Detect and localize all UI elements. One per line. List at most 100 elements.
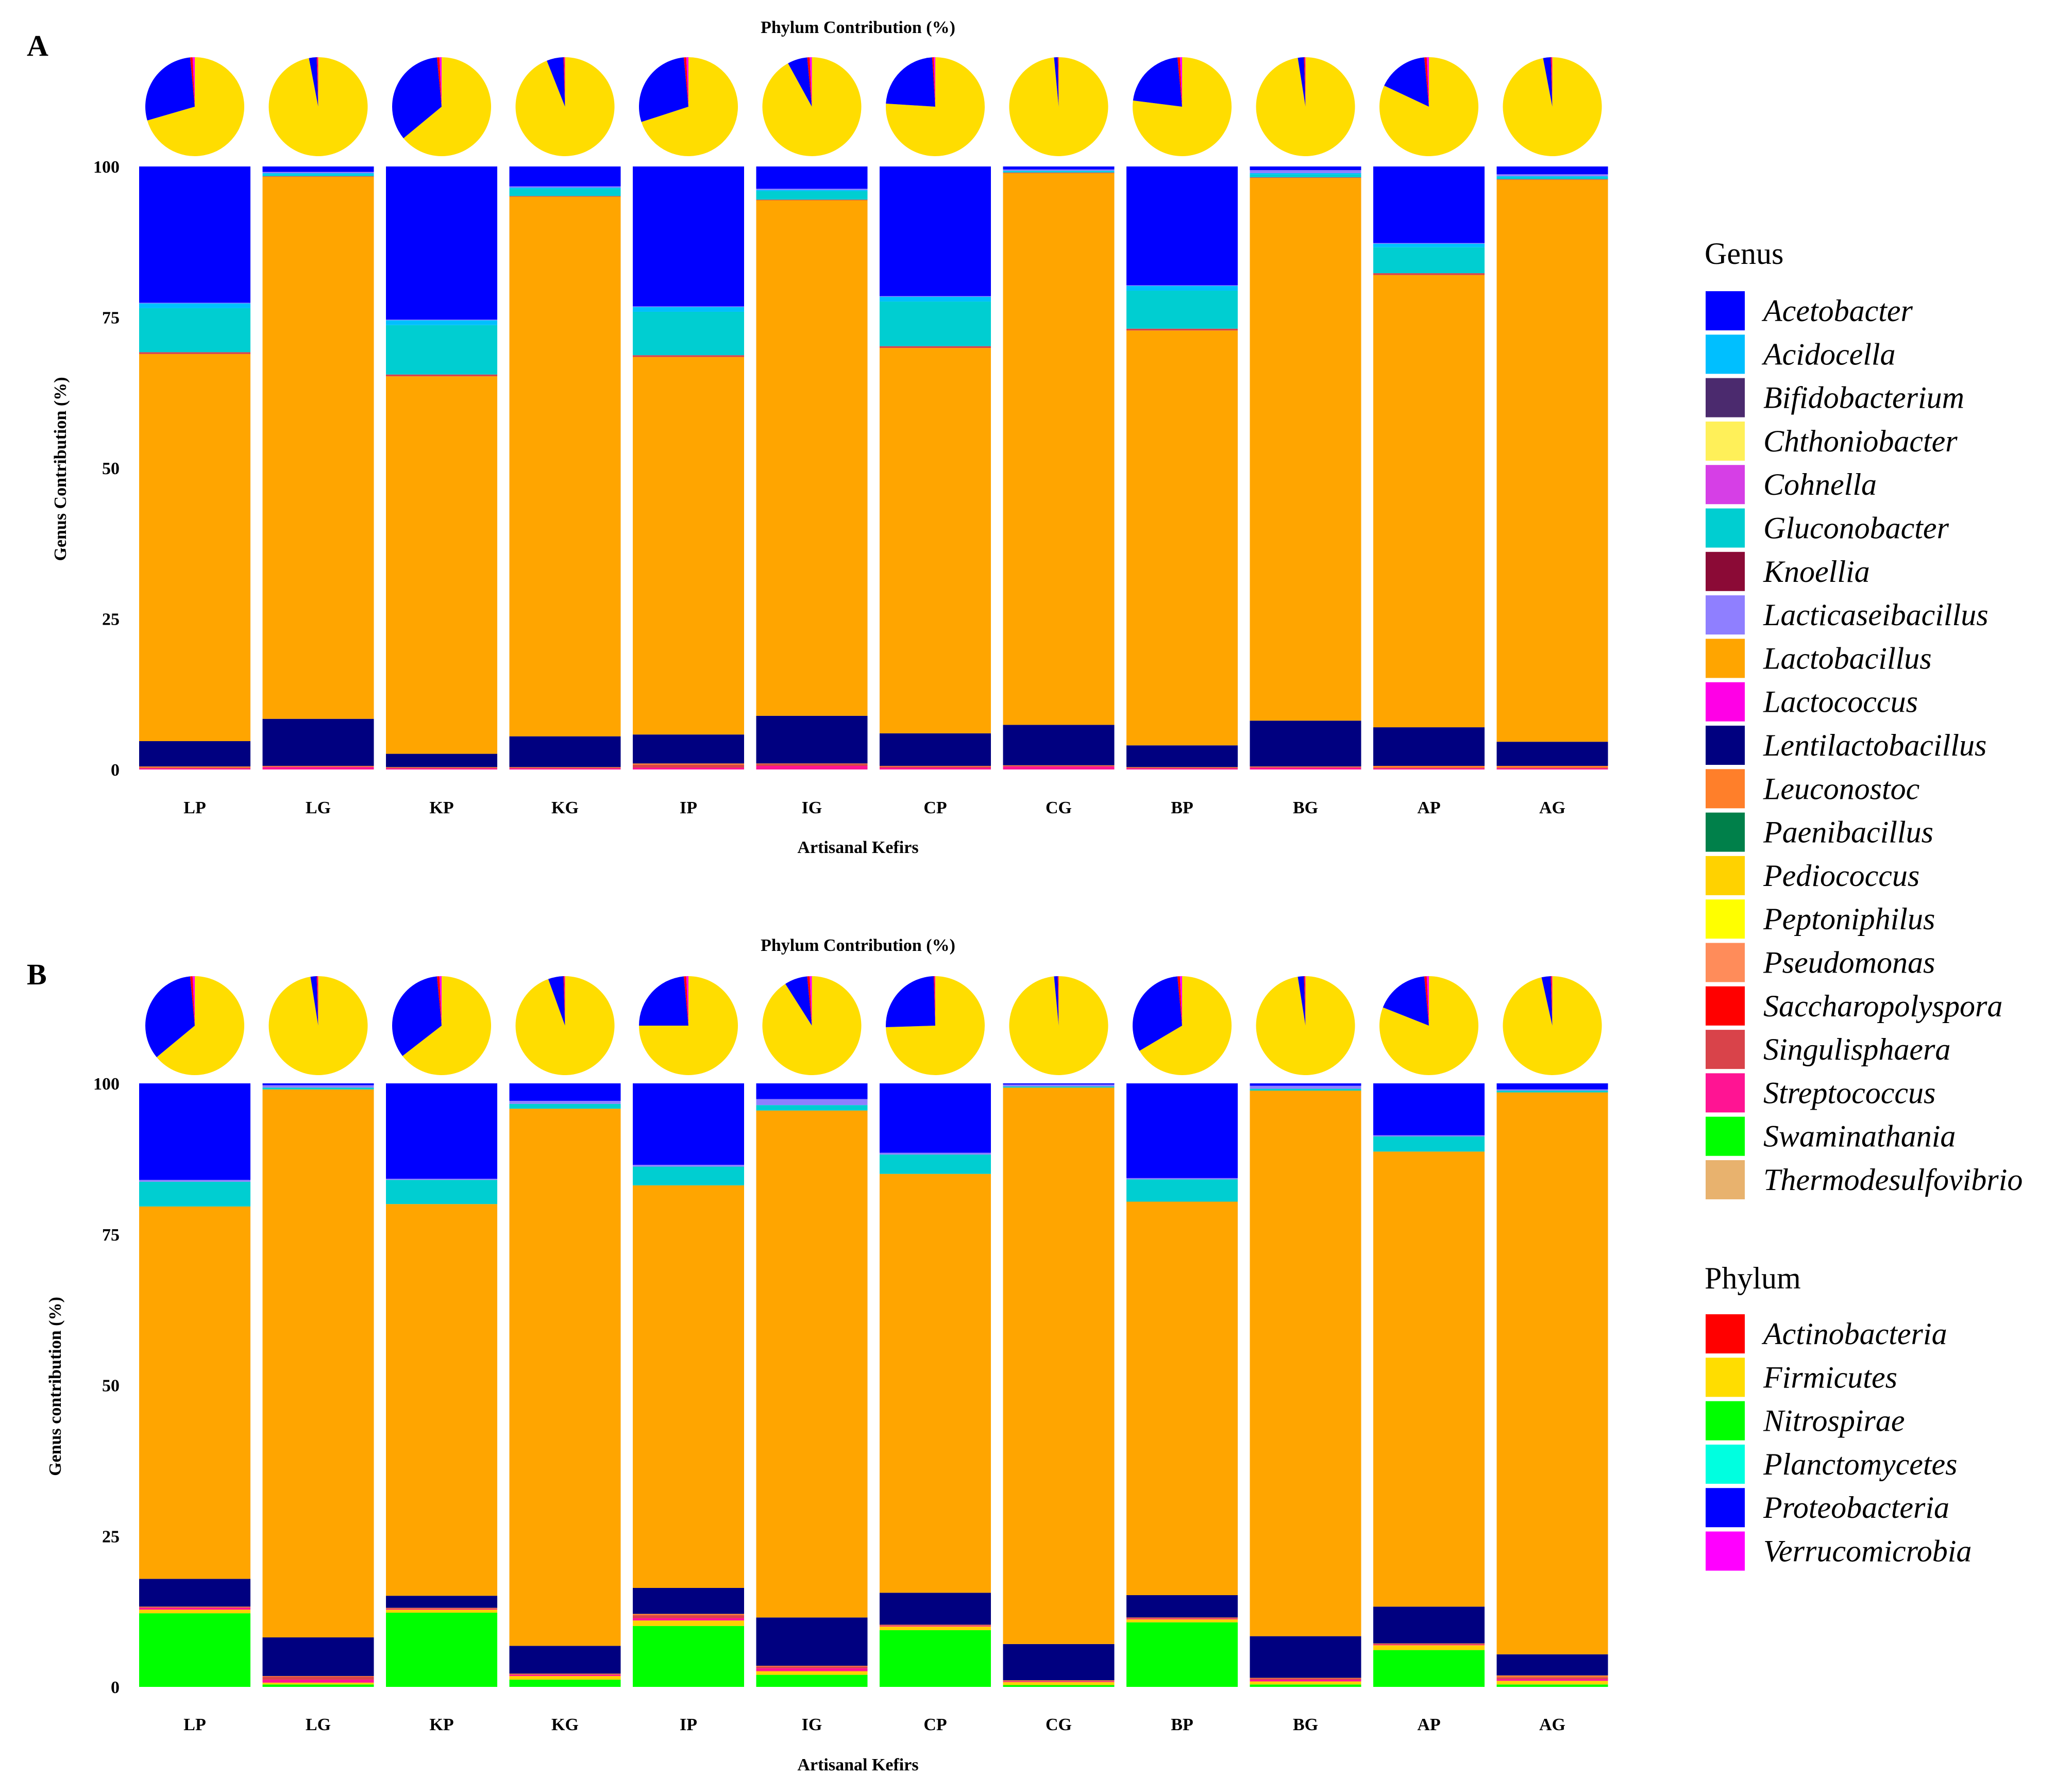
panel-a-bar-segment-acidocella-cp xyxy=(880,296,991,302)
panel-b-pie-slice-firmicutes-cg xyxy=(1009,976,1108,1075)
legend-genus-label: Acetobacter xyxy=(1761,294,1913,328)
panel-a-bar-cg xyxy=(1003,166,1115,769)
panel-a-bar-segment-lactobacillus-kg xyxy=(509,196,621,737)
legend-genus-swatch xyxy=(1706,1030,1745,1069)
legend-genus-swatch xyxy=(1706,291,1745,330)
legend-genus-swatch xyxy=(1706,769,1745,809)
panel-b-bar-segment-acetobacter-bp xyxy=(1126,1083,1238,1178)
legend-phylum-label: Firmicutes xyxy=(1763,1360,1897,1394)
legend-phylum-entries: Actinobacteria Firmicutes Nitrospirae Planc… xyxy=(1706,1314,1972,1571)
legend-genus-swatch xyxy=(1706,1073,1745,1113)
panel-a-bar-segment-singulisphaera-bp xyxy=(1126,328,1238,331)
panel-a-bar-segment-singulisphaera-kp xyxy=(386,374,497,377)
panel-b-bar-segment-lactobacillus-ap xyxy=(1373,1151,1485,1607)
panel-b-pie-cg xyxy=(1009,976,1108,1075)
panel-a-bar-segment-lactobacillus-lp xyxy=(139,354,250,742)
panel-a-bar-segment-lactobacillus-ip xyxy=(633,357,744,735)
panel-b-bar-segment-acetobacter-bg xyxy=(1250,1083,1361,1086)
panel-a-pie-bp xyxy=(1133,57,1232,157)
panel-b-pie-slice-proteobacteria-bp xyxy=(1133,976,1182,1051)
panel-b-x-tick-label: LP xyxy=(183,1715,206,1734)
panel-b-bar-segment-lactobacillus-cg xyxy=(1003,1087,1115,1644)
panel-b-pie-slice-actinobacteria-kg xyxy=(563,976,565,1026)
panel-b-bar-segment-acetobacter-ig xyxy=(756,1083,868,1099)
panel-a-bar-segment-lactobacillus-ig xyxy=(756,200,868,716)
panel-b-pie-slice-proteobacteria-lp xyxy=(145,976,195,1058)
panel-b-bar-segment-gluconobacter-kg xyxy=(509,1103,621,1109)
panel-a-y-tick-label: 25 xyxy=(102,610,120,629)
panel-b-pie-slice-firmicutes-lg xyxy=(268,976,368,1075)
panel-a-bar-segment-lacticaseibacillus-kg xyxy=(509,186,621,188)
panel-b-bar-segment-leuconostoc-kp xyxy=(386,1608,497,1609)
panel-a-bar-segment-lentilactobacillus-bp xyxy=(1126,745,1238,767)
panel-a-pie-slice-verrucomicrobia-cg xyxy=(1058,57,1059,107)
panel-a-x-tick-label: AP xyxy=(1417,798,1440,817)
panel-b-y-axis-label: Genus contribution (%) xyxy=(46,1297,65,1476)
panel-a-bar-segment-singulisphaera-bg xyxy=(1250,177,1361,178)
panel-a-bar-lg xyxy=(262,166,374,769)
panel-a-bar-segment-singulisphaera-lg xyxy=(262,766,374,767)
legend-genus-label: Thermodesulfovibrio xyxy=(1763,1163,2023,1197)
panel-b-pie-ag xyxy=(1503,976,1602,1075)
panel-b-pie-slice-verrucomicrobia-cg xyxy=(1058,976,1059,1026)
panel-a-pie-ap xyxy=(1379,57,1478,156)
legend-phylum-label: Actinobacteria xyxy=(1761,1317,1947,1351)
panel-a-pie-slice-firmicutes-lg xyxy=(268,57,368,156)
panel-a-bar-segment-singulisphaera-ap xyxy=(1373,767,1485,768)
panel-b-bar-segment-pediococcus-lg xyxy=(262,1682,374,1685)
panel-b-bar-segment-lacticaseibacillus-cp xyxy=(880,1152,991,1155)
legend-phylum-label: Planctomycetes xyxy=(1763,1447,1958,1481)
panel-b-pie-bp xyxy=(1133,976,1232,1075)
panel-a-bar-segment-singulisphaera-ap xyxy=(1373,273,1485,275)
panel-a-pie-title: Phylum Contribution (%) xyxy=(761,18,955,37)
panel-a-bar-segment-acidocella-lg xyxy=(262,173,374,175)
legend-genus-label: Peptoniphilus xyxy=(1763,902,1935,936)
panel-b-bar-segment-lentilactobacillus-bg xyxy=(1250,1636,1361,1678)
panel-a-pie-slice-actinobacteria-cg xyxy=(1057,57,1059,107)
panel-a-pie-bg xyxy=(1256,57,1355,157)
panel-a-pie-slice-firmicutes-ag xyxy=(1503,57,1602,156)
panel-b-pie-slice-proteobacteria-ap xyxy=(1383,976,1429,1026)
legend-genus-label: Lactobacillus xyxy=(1763,641,1932,675)
panel-b-bar-segment-gluconobacter-bp xyxy=(1126,1179,1238,1202)
panel-a-bar-segment-lactobacillus-ap xyxy=(1373,275,1485,728)
panel-b-y-tick-label: 25 xyxy=(102,1527,120,1546)
panel-a-pie-cg xyxy=(1009,57,1108,157)
panel-b-pie-lg xyxy=(268,976,368,1075)
panel-b-label: B xyxy=(27,958,47,991)
panel-b-bar-segment-pediococcus-lp xyxy=(139,1610,250,1614)
panel-b-bar-bg xyxy=(1250,1083,1361,1687)
panel-b-pie-bg xyxy=(1256,976,1355,1075)
panel-a-x-tick-label: KG xyxy=(551,798,579,817)
panel-a-bar-segment-lentilactobacillus-ip xyxy=(633,734,744,764)
panel-a-bar-segment-streptococcus-kg xyxy=(509,768,621,769)
panel-a-bar-segment-lacticaseibacillus-cg xyxy=(1003,169,1115,171)
panel-b-x-tick-label: KG xyxy=(551,1715,579,1734)
panel-a-pie-slice-actinobacteria-kg xyxy=(563,57,565,107)
legend-phylum-swatch xyxy=(1706,1358,1745,1397)
panel-a-marks: 0 25 50 75 100 LP LG KP KG IP IG CP CG BP BG AP AG xyxy=(93,57,1608,817)
panel-a-bar-segment-acetobacter-bg xyxy=(1250,166,1361,171)
panel-b-bar-segment-swaminathania-bg xyxy=(1250,1684,1361,1687)
legend-genus-swatch xyxy=(1706,334,1745,374)
panel-b-pie-slice-actinobacteria-lp xyxy=(190,976,195,1026)
panel-b-bar-ag xyxy=(1496,1083,1608,1687)
panel-a-y-axis-label: Genus Contribution (%) xyxy=(51,377,70,561)
panel-b-bar-segment-swaminathania-kg xyxy=(509,1679,621,1687)
panel-a-bar-segment-gluconobacter-lp xyxy=(139,308,250,353)
panel-a-bar-segment-acetobacter-lg xyxy=(262,166,374,172)
panel-b-bar-segment-lentilactobacillus-cg xyxy=(1003,1644,1115,1681)
legend-phylum-entry: Nitrospirae xyxy=(1706,1401,1905,1441)
legend-genus-entry: Leuconostoc xyxy=(1706,769,1919,809)
panel-b-bar-segment-gluconobacter-ip xyxy=(633,1166,744,1185)
panel-a-bar-segment-acidocella-kp xyxy=(386,320,497,325)
panel-b-bar-segment-leuconostoc-kg xyxy=(509,1673,621,1675)
panel-a-bar-segment-gluconobacter-cg xyxy=(1003,171,1115,173)
panel-b-bar-segment-lentilactobacillus-bp xyxy=(1126,1595,1238,1618)
panel-b-bar-segment-lactobacillus-ip xyxy=(633,1185,744,1588)
panel-a-bar-segment-lentilactobacillus-ig xyxy=(756,715,868,764)
panel-a-pie-slice-firmicutes-bp xyxy=(1133,57,1232,157)
panel-a-y-tick-label: 0 xyxy=(111,761,120,780)
panel-a-bar-segment-lentilactobacillus-cp xyxy=(880,733,991,766)
panel-a-pie-slice-firmicutes-cp xyxy=(886,57,985,156)
